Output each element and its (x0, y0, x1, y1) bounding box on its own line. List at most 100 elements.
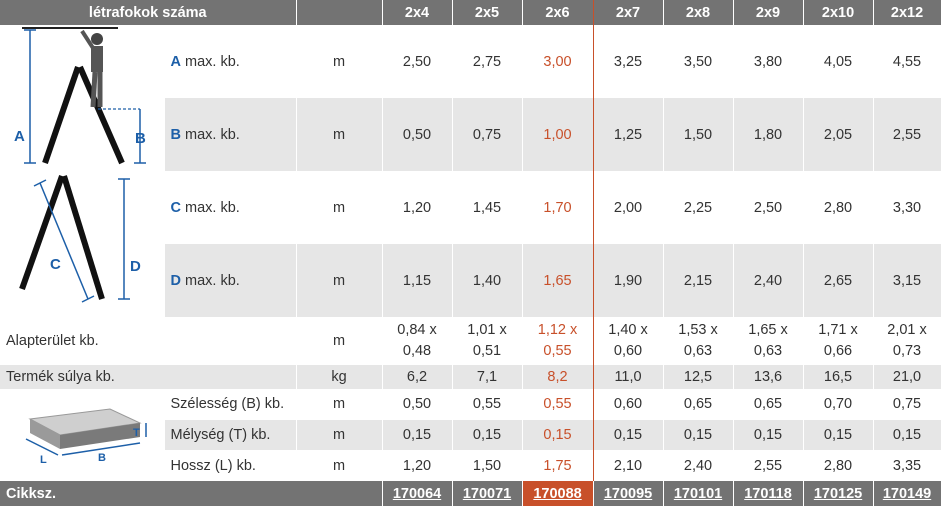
col-header: 2x8 (663, 0, 734, 25)
row-c-letter: C (170, 199, 181, 216)
diagram-label-box-b: B (98, 452, 106, 464)
cell: 11,0 (593, 365, 664, 389)
cell: 3,35 (873, 450, 941, 481)
row-c-label-text: max. kb. (180, 199, 240, 216)
cell: 2,80 (803, 450, 874, 481)
cell: 2,50 (733, 171, 804, 244)
cell: 1,20 (382, 171, 453, 244)
footer-label: Cikksz. (0, 481, 383, 506)
cell: 7,1 (452, 365, 523, 389)
cell: 1,90 (593, 244, 664, 317)
cell-line: 0,66 (823, 343, 853, 359)
cell: 0,15 (663, 419, 734, 451)
cell: 0,15 (382, 419, 453, 451)
header-title: létrafokok száma (0, 0, 297, 25)
article-code-link[interactable]: 170101 (663, 481, 734, 506)
row-c: C D C max. kb. m 1,20 1,45 1,70 2,00 2,2… (0, 171, 941, 317)
cell: 2,01 x 0,73 (873, 317, 941, 365)
footer-row: Cikksz. 170064 170071 170088 170095 1701… (0, 481, 941, 506)
cell-line: 1,65 x (748, 322, 788, 338)
cell: 1,50 (663, 98, 734, 171)
col-header: 2x10 (803, 0, 874, 25)
package-box-icon: T L B (25, 408, 147, 466)
row-melyseg-unit: m (296, 419, 383, 451)
cell: 0,15 (733, 419, 804, 451)
cell: 1,40 (452, 244, 523, 317)
cell-highlight: 0,15 (521, 419, 594, 451)
cell-highlight: 1,00 (521, 98, 594, 171)
article-code-link[interactable]: 170118 (733, 481, 804, 506)
cell-highlight: 3,00 (521, 25, 594, 98)
cell: 3,30 (873, 171, 941, 244)
cell: 2,55 (733, 450, 804, 481)
cell: 1,01 x 0,51 (452, 317, 523, 365)
cell: 1,65 x 0,63 (733, 317, 804, 365)
cell-line: 0,63 (753, 343, 783, 359)
row-szelesseg-unit: m (296, 389, 383, 420)
cell: 2,65 (803, 244, 874, 317)
cell: 1,80 (733, 98, 804, 171)
cell-highlight: 1,75 (521, 450, 594, 481)
stepladder-side-icon: C D (19, 174, 141, 303)
cell: 0,50 (382, 98, 453, 171)
cell-line: 0,51 (472, 343, 502, 359)
cell-line: 0,73 (892, 343, 922, 359)
col-header: 2x7 (593, 0, 664, 25)
article-code-link[interactable]: 170149 (873, 481, 941, 506)
cell: 0,15 (803, 419, 874, 451)
cell: 0,70 (803, 389, 874, 420)
cell: 2,80 (803, 171, 874, 244)
diagram-label-b: B (135, 130, 146, 147)
row-a-unit: m (296, 25, 383, 98)
cell: 1,45 (452, 171, 523, 244)
cell: 13,6 (733, 365, 804, 389)
cell-line: 1,71 x (818, 322, 858, 338)
article-code-link-highlight[interactable]: 170088 (522, 481, 594, 506)
cell-highlight: 1,12 x 0,55 (521, 317, 594, 365)
row-alapterulet-unit: m (296, 317, 383, 365)
row-d-label-text: max. kb. (180, 272, 240, 289)
article-code-link[interactable]: 170071 (452, 481, 523, 506)
cell-highlight: 1,70 (521, 171, 594, 244)
cell-line: 2,01 x (887, 322, 927, 338)
row-b-unit: m (296, 98, 383, 171)
cell: 21,0 (873, 365, 941, 389)
diagram-label-a: A (14, 128, 25, 145)
row-a-label-text: max. kb. (180, 53, 240, 70)
row-suly: Termék súlya kb. kg 6,2 7,1 8,2 11,0 12,… (0, 365, 941, 389)
cell: 4,55 (873, 25, 941, 98)
cell: 12,5 (663, 365, 734, 389)
cell: 4,05 (803, 25, 874, 98)
cell: 0,15 (452, 419, 523, 451)
cell: 2,75 (452, 25, 523, 98)
cell: 2,05 (803, 98, 874, 171)
article-code-link[interactable]: 170064 (382, 481, 453, 506)
row-c-label: C max. kb. (164, 171, 297, 244)
col-header: 2x5 (452, 0, 523, 25)
cell: 3,25 (593, 25, 664, 98)
article-code-link[interactable]: 170125 (803, 481, 874, 506)
row-hossz-unit: m (296, 450, 383, 481)
row-b-label-text: max. kb. (180, 126, 240, 143)
cell-line: 0,60 (613, 343, 643, 359)
cell-line: 1,12 x (537, 322, 578, 338)
article-code-link[interactable]: 170095 (593, 481, 664, 506)
row-d-unit: m (296, 244, 383, 317)
cell: 3,80 (733, 25, 804, 98)
row-a: A B A max. kb. m 2,50 2,75 3,00 3,25 3,5… (0, 25, 941, 171)
cell-highlight: 8,2 (521, 365, 594, 389)
row-hossz-label: Hossz (L) kb. (164, 450, 297, 481)
ladder-c-d-diagram: C D (0, 171, 165, 317)
header-unit (296, 0, 383, 25)
cell: 1,15 (382, 244, 453, 317)
row-alapterulet: Alapterület kb. m 0,84 x 0,48 1,01 x 0,51 … (0, 317, 941, 365)
cell-line: 1,53 x (678, 322, 718, 338)
cell: 2,40 (733, 244, 804, 317)
row-b-letter: B (170, 126, 181, 143)
diagram-label-l: L (40, 454, 47, 466)
diagram-label-t: T (133, 427, 140, 439)
cell: 2,10 (593, 450, 664, 481)
row-d-letter: D (170, 272, 181, 289)
cell: 16,5 (803, 365, 874, 389)
